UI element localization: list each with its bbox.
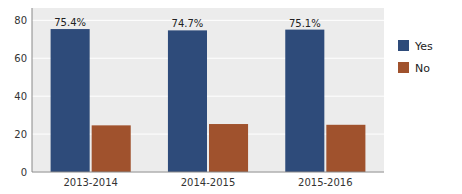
data-label: 75.1% <box>289 18 321 29</box>
bar <box>326 125 365 172</box>
bars <box>51 29 366 172</box>
bar <box>168 30 207 172</box>
legend-label: No <box>415 62 430 75</box>
bar <box>92 125 131 172</box>
y-tick-label: 60 <box>14 53 27 64</box>
y-tick-label: 80 <box>14 15 27 26</box>
plot-background <box>32 8 384 172</box>
y-tick-label: 0 <box>21 167 27 178</box>
bar <box>51 29 90 172</box>
y-axis-line <box>32 8 33 172</box>
chart-container: 0 20 40 60 80 75.4% 74.7% 75.1% 2013-2014 2014-20… <box>0 0 462 194</box>
x-tick-label: 2015-2016 <box>298 177 353 188</box>
x-tick-label: 2013-2014 <box>63 177 118 188</box>
y-tick-label: 20 <box>14 129 27 140</box>
data-label: 75.4% <box>54 17 86 28</box>
chart: 0 20 40 60 80 75.4% 74.7% 75.1% 2013-2014 2014-20… <box>0 0 462 194</box>
x-tick-label: 2014-2015 <box>181 177 236 188</box>
bar <box>209 124 248 172</box>
x-axis-line <box>32 172 384 173</box>
data-label: 74.7% <box>172 18 204 29</box>
data-labels: 75.4% 74.7% 75.1% <box>54 17 320 29</box>
grid-line <box>32 172 384 173</box>
bar <box>285 30 324 172</box>
legend-swatch <box>398 62 409 73</box>
legend-label: Yes <box>414 40 433 53</box>
y-tick-label: 40 <box>14 91 27 102</box>
legend: Yes No <box>398 40 433 75</box>
legend-swatch <box>398 40 409 51</box>
